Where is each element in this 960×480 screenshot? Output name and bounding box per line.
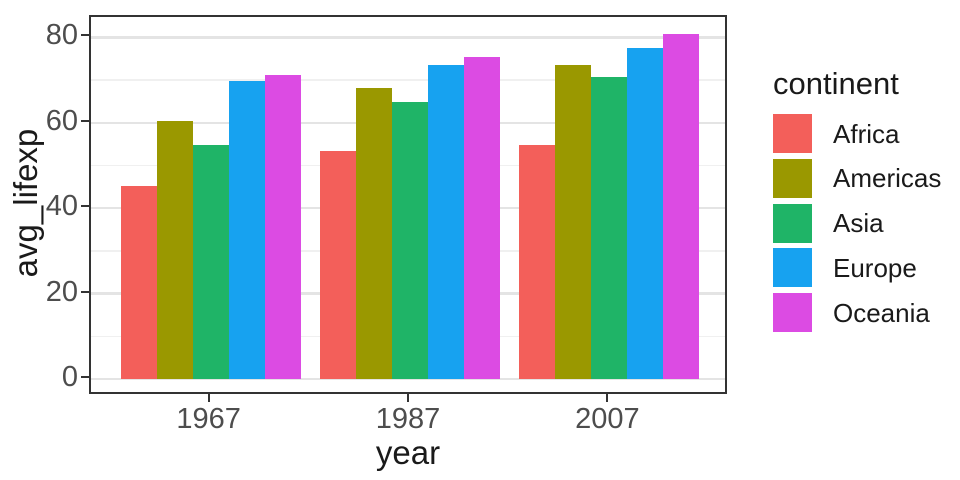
bar-oceania-1967	[264, 74, 301, 379]
x-tick-label: 1987	[375, 403, 441, 435]
x-tick-label: 1967	[176, 403, 241, 435]
y-tick-label: 60	[45, 104, 78, 137]
y-tick-label: 80	[45, 19, 78, 52]
bar-americas-1987	[356, 88, 392, 379]
legend-swatch-africa	[773, 114, 812, 153]
legend-label-europe: Europe	[833, 252, 917, 283]
x-tick-label: 2007	[575, 403, 640, 435]
legend-swatch-americas	[773, 158, 812, 198]
legend-label-asia: Asia	[833, 208, 884, 239]
bar-africa-2007	[519, 145, 556, 379]
bar-americas-2007	[555, 64, 592, 379]
bar-europe-2007	[627, 47, 664, 379]
gridline-minor	[91, 79, 725, 81]
bar-asia-1987	[392, 101, 428, 379]
bar-africa-1967	[120, 185, 157, 379]
plot-panel	[89, 15, 727, 394]
legend-swatch-europe	[773, 248, 812, 288]
y-tick-label: 0	[61, 361, 78, 393]
bar-asia-1967	[192, 145, 229, 379]
legend-label-oceania: Oceania	[833, 297, 930, 328]
x-tickmark	[207, 394, 210, 402]
x-tickmark	[606, 394, 609, 402]
legend-swatch-oceania	[773, 293, 812, 333]
bar-oceania-2007	[663, 34, 700, 379]
legend-title: continent	[773, 66, 899, 101]
gridline-major	[91, 377, 725, 381]
bar-africa-1987	[320, 151, 356, 379]
bar-oceania-1987	[464, 57, 500, 379]
y-tickmark	[81, 119, 89, 122]
y-tick-label: 40	[45, 190, 78, 223]
y-tickmark	[81, 376, 89, 378]
legend-label-africa: Africa	[833, 118, 900, 149]
y-tick-label: 20	[45, 275, 78, 308]
y-tickmark	[81, 34, 89, 37]
x-axis-title: year	[375, 434, 441, 471]
y-tickmark	[81, 205, 89, 208]
legend-swatch-asia	[773, 203, 812, 243]
bar-europe-1967	[228, 81, 265, 379]
bar-asia-2007	[591, 77, 628, 379]
bar-americas-1967	[156, 121, 193, 379]
gridline-major	[91, 36, 725, 39]
legend-label-americas: Americas	[833, 163, 942, 194]
y-tickmark	[81, 290, 89, 293]
x-tickmark	[407, 394, 409, 402]
bar-europe-1987	[428, 64, 464, 379]
